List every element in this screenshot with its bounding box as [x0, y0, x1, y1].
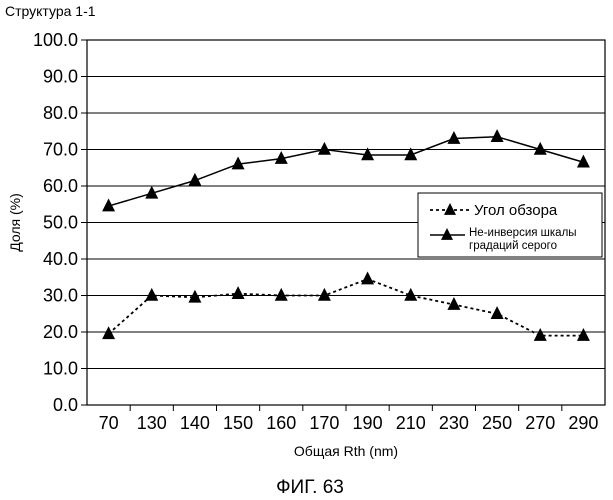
series-line — [109, 279, 584, 336]
y-tick-label: 10.0 — [43, 359, 78, 379]
data-point-marker — [232, 286, 245, 299]
legend-label: Не-инверсия шкалы — [469, 227, 577, 239]
data-point-marker — [447, 131, 460, 144]
x-tick-label: 230 — [439, 413, 469, 433]
x-tick-label: 160 — [266, 413, 296, 433]
x-tick-label: 210 — [396, 413, 426, 433]
x-tick-label: 70 — [99, 413, 119, 433]
y-tick-label: 0.0 — [53, 395, 78, 415]
data-point-marker — [275, 288, 288, 301]
data-point-marker — [102, 326, 115, 339]
x-tick-label: 130 — [137, 413, 167, 433]
y-tick-label: 60.0 — [43, 176, 78, 196]
legend: Угол обзора Не-инверсия шкалыградаций сер… — [418, 193, 602, 257]
x-axis-label: Общая Rth (nm) — [294, 443, 398, 459]
x-tick-label: 150 — [223, 413, 253, 433]
x-tick-label: 250 — [482, 413, 512, 433]
figure-header: Структура 1-1 — [5, 3, 96, 19]
x-tick-label: 170 — [309, 413, 339, 433]
y-tick-label: 80.0 — [43, 103, 78, 123]
y-tick-label: 70.0 — [43, 140, 78, 160]
x-tick-label: 290 — [568, 413, 598, 433]
y-axis-label: Доля (%) — [7, 193, 23, 252]
y-tick-label: 50.0 — [43, 213, 78, 233]
figure-caption: ФИГ. 63 — [276, 477, 344, 498]
data-point-marker — [491, 306, 504, 319]
data-point-marker — [491, 129, 504, 142]
y-tick-label: 30.0 — [43, 286, 78, 306]
data-point-marker — [577, 328, 590, 341]
data-point-marker — [145, 288, 158, 301]
data-point-marker — [318, 142, 331, 155]
data-point-marker — [534, 328, 547, 341]
x-axis-ticks: 70 130 140 150 160 170 190 210 230 250 270 290 — [99, 405, 599, 433]
y-axis-ticks: 0.0 10.0 20.0 30.0 40.0 50.0 60.0 70.0 80.0 90.0 1… — [33, 30, 87, 415]
y-tick-label: 40.0 — [43, 249, 78, 269]
y-tick-label: 90.0 — [43, 67, 78, 87]
data-point-marker — [361, 271, 374, 284]
data-point-marker — [188, 290, 201, 303]
x-tick-label: 190 — [353, 413, 383, 433]
x-tick-label: 270 — [525, 413, 555, 433]
legend-label: Угол обзора — [474, 202, 558, 219]
legend-label: градаций серого — [469, 240, 557, 252]
x-tick-label: 140 — [180, 413, 210, 433]
y-tick-label: 20.0 — [43, 322, 78, 342]
series-1 — [102, 271, 590, 340]
y-tick-label: 100.0 — [33, 30, 78, 50]
